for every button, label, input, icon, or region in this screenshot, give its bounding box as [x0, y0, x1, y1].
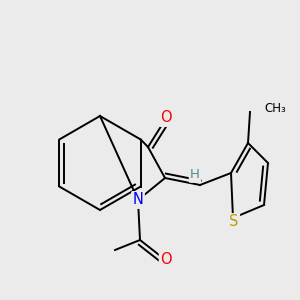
Text: CH₃: CH₃ — [264, 103, 286, 116]
Text: N: N — [133, 193, 143, 208]
Text: O: O — [160, 110, 172, 125]
Text: S: S — [229, 214, 239, 230]
Text: H: H — [190, 169, 200, 182]
Text: O: O — [160, 253, 172, 268]
